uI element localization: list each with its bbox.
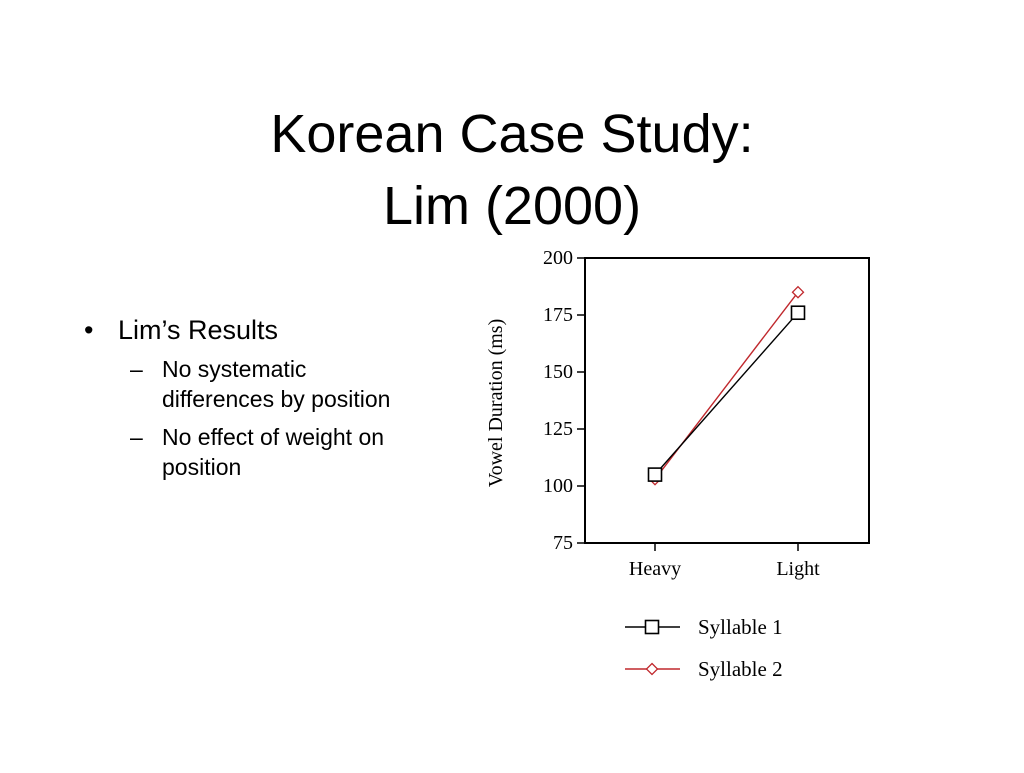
legend-label: Syllable 2 — [698, 657, 783, 681]
title-line-2: Lim (2000) — [382, 176, 642, 237]
bullet-marker: • — [84, 315, 94, 345]
y-tick-label: 100 — [543, 475, 573, 497]
sub-bullet-marker: – — [130, 424, 143, 450]
y-axis-label: Vowel Duration (ms) — [485, 319, 507, 488]
data-point-series-1 — [647, 467, 663, 482]
slide-title: Korean Case Study: Lim (2000) — [0, 98, 1024, 242]
y-tick-label: 125 — [543, 418, 573, 440]
plot-frame — [584, 257, 870, 544]
y-tick-label: 175 — [543, 304, 573, 326]
bullet-item: • Lim’s Results — [84, 312, 424, 348]
bullet-text: Lim’s Results — [118, 315, 279, 345]
sub-bullet-item: – No effect of weight on position — [84, 422, 424, 482]
x-tick-label: Heavy — [629, 558, 681, 580]
sub-bullet-item: – No systematic differences by position — [84, 354, 424, 414]
legend-marker — [644, 619, 660, 635]
sub-bullet-text: No systematic differences by position — [162, 356, 391, 412]
sub-bullet-list: – No systematic differences by position … — [84, 354, 424, 482]
title-line-1: Korean Case Study: — [270, 104, 754, 165]
x-tick-label: Light — [776, 558, 820, 580]
y-tick-label: 75 — [553, 532, 573, 554]
legend-label: Syllable 1 — [698, 615, 783, 639]
y-tick-label: 150 — [543, 361, 573, 383]
legend-marker — [645, 662, 659, 676]
data-point-series-2 — [791, 285, 805, 299]
bullet-list: • Lim’s Results – No systematic differen… — [84, 312, 424, 490]
series-line-1 — [654, 312, 799, 476]
sub-bullet-marker: – — [130, 356, 143, 382]
sub-bullet-text: No effect of weight on position — [162, 424, 385, 480]
data-point-series-1 — [790, 305, 806, 321]
y-tick-label: 200 — [543, 247, 573, 269]
